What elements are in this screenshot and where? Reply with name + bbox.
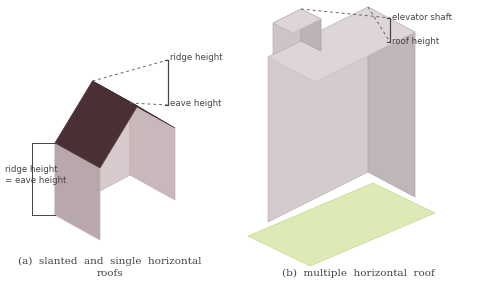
Polygon shape [55,81,138,168]
Polygon shape [273,9,301,55]
Text: (a)  slanted  and  single  horizontal
roofs: (a) slanted and single horizontal roofs [18,256,202,278]
Polygon shape [273,9,321,33]
Polygon shape [55,81,130,143]
Polygon shape [55,103,130,215]
Text: elevator shaft: elevator shaft [392,13,452,21]
Polygon shape [268,7,368,222]
Polygon shape [92,81,175,128]
Polygon shape [248,183,435,266]
Polygon shape [368,7,415,197]
Text: ridge height
= eave height: ridge height = eave height [5,165,66,185]
Text: ridge height: ridge height [170,54,222,62]
Text: (b)  multiple  horizontal  roof: (b) multiple horizontal roof [282,269,434,278]
Text: eave height: eave height [170,98,222,108]
Text: roof height: roof height [392,37,440,45]
Polygon shape [130,103,175,200]
Polygon shape [268,7,415,82]
Polygon shape [301,9,321,51]
Polygon shape [55,143,100,240]
